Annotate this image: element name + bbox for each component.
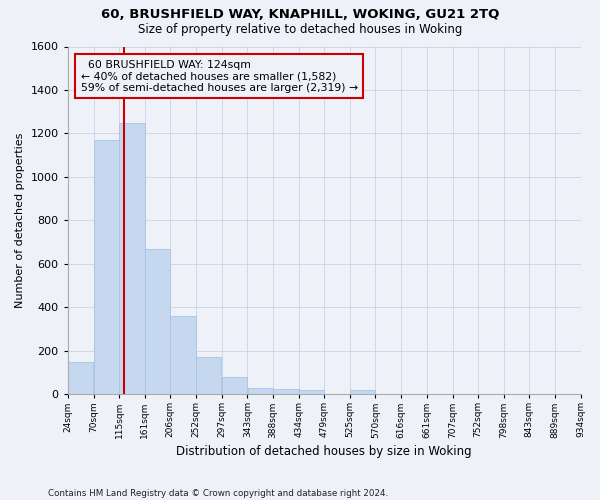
Bar: [196, 358, 221, 394]
X-axis label: Distribution of detached houses by size in Woking: Distribution of detached houses by size …: [176, 444, 472, 458]
Bar: [68, 362, 94, 394]
Bar: [350, 390, 375, 394]
Bar: [145, 248, 170, 394]
Bar: [221, 377, 247, 394]
Text: 60, BRUSHFIELD WAY, KNAPHILL, WOKING, GU21 2TQ: 60, BRUSHFIELD WAY, KNAPHILL, WOKING, GU…: [101, 8, 499, 20]
Bar: [299, 390, 324, 394]
Y-axis label: Number of detached properties: Number of detached properties: [15, 132, 25, 308]
Bar: [248, 388, 272, 394]
Bar: [94, 140, 119, 394]
Bar: [170, 316, 196, 394]
Text: 60 BRUSHFIELD WAY: 124sqm
← 40% of detached houses are smaller (1,582)
59% of se: 60 BRUSHFIELD WAY: 124sqm ← 40% of detac…: [80, 60, 358, 92]
Text: Size of property relative to detached houses in Woking: Size of property relative to detached ho…: [138, 22, 462, 36]
Bar: [273, 389, 299, 394]
Bar: [119, 122, 145, 394]
Text: Contains HM Land Registry data © Crown copyright and database right 2024.: Contains HM Land Registry data © Crown c…: [48, 488, 388, 498]
